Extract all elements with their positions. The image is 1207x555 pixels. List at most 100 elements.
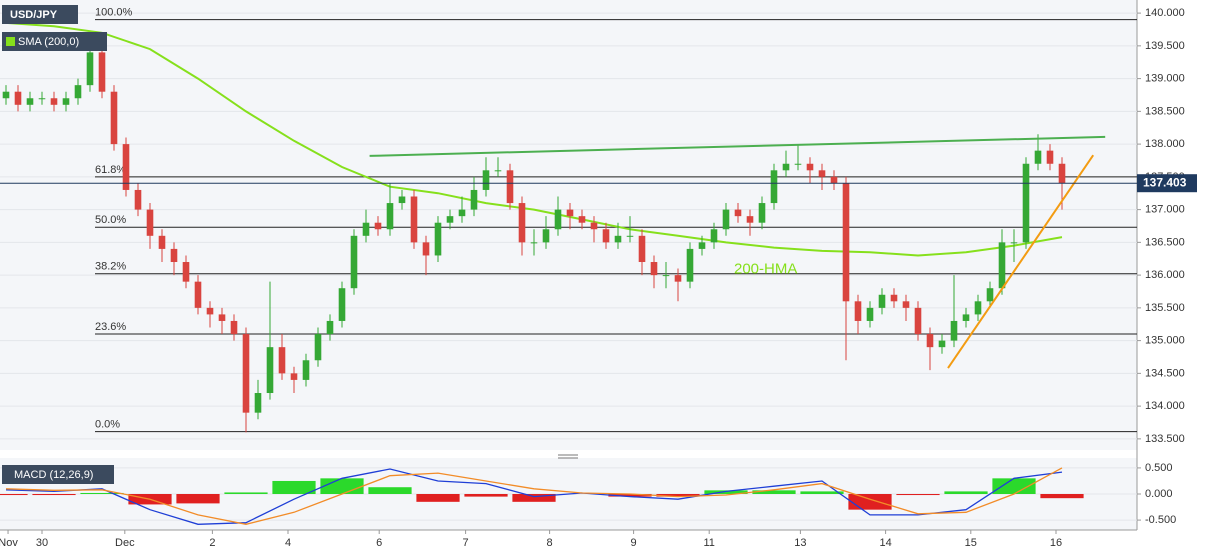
y-tick-label: 140.000: [1145, 7, 1185, 19]
sma-line: [5, 21, 1063, 257]
candle-body: [38, 98, 46, 100]
legend-box: [2, 5, 78, 24]
candle-body: [626, 235, 634, 237]
candle-body: [794, 163, 802, 165]
candle-body: [386, 203, 394, 230]
candle-body: [422, 242, 430, 256]
candle-body: [542, 229, 550, 243]
y-tick-label: 138.000: [1145, 138, 1185, 150]
candle-body: [398, 196, 406, 204]
histogram-bar: [704, 490, 748, 494]
candle-body: [74, 85, 82, 99]
histogram-bar: [848, 494, 892, 510]
histogram-bar: [752, 490, 796, 494]
y-tick-label: 136.500: [1145, 236, 1185, 248]
candle-body: [98, 52, 106, 92]
candle-body: [1034, 150, 1042, 164]
sma-annotation: 200-HMA: [734, 261, 797, 278]
symbol-title: USD/JPY: [10, 9, 58, 21]
fib-label: 0.0%: [95, 419, 120, 431]
candle-body: [602, 229, 610, 243]
legend-box: [2, 32, 107, 51]
y-tick-label: 139.500: [1145, 40, 1185, 52]
y-tick-label: 0.500: [1145, 462, 1173, 474]
candle-body: [974, 301, 982, 315]
x-tick-label: 11: [703, 537, 714, 549]
legend-box: [2, 465, 114, 484]
y-tick-label: 134.000: [1145, 400, 1185, 412]
macd-title: MACD (12,26,9): [14, 469, 93, 481]
candle-body: [362, 222, 370, 236]
candle-body: [158, 235, 166, 249]
candle-body: [710, 229, 718, 243]
histogram-bar: [224, 492, 268, 494]
x-tick-label: Nov: [0, 537, 18, 549]
y-tick-label: 138.500: [1145, 105, 1185, 117]
splitter: [558, 454, 578, 459]
candle-body: [722, 209, 730, 230]
histogram-bar: [176, 494, 220, 504]
candle-body: [578, 216, 586, 223]
y-tick-label: 134.500: [1145, 367, 1185, 379]
candle-body: [650, 262, 658, 276]
histogram-bar: [320, 478, 364, 494]
candle-body: [14, 91, 22, 105]
histogram-bar: [608, 494, 652, 497]
histogram-bar: [416, 494, 460, 502]
candle-body: [494, 170, 502, 172]
candle-body: [842, 183, 850, 302]
legend-label: SMA (200,0): [18, 36, 79, 48]
candle-body: [170, 248, 178, 263]
candle-body: [1010, 242, 1018, 244]
candle-body: [890, 294, 898, 302]
legend-swatch: [6, 37, 15, 46]
candle-body: [434, 222, 442, 256]
candle-body: [914, 307, 922, 335]
candle-body: [674, 275, 682, 282]
signal-line: [5, 467, 1063, 525]
histogram-bar: [992, 478, 1036, 494]
candle-body: [470, 189, 478, 210]
candle-body: [302, 360, 310, 380]
x-tick-label: Dec: [115, 537, 135, 549]
candle-body: [770, 170, 778, 204]
candle-body: [62, 98, 70, 105]
fib-label: 23.6%: [95, 321, 126, 333]
plot: 133.500 134.000 134.500 135.000 135.500 136.0…: [0, 7, 1197, 549]
histogram-bar: [896, 494, 940, 496]
last-price-box: [1137, 174, 1197, 193]
candle-body: [566, 209, 574, 217]
candle-body: [326, 320, 334, 335]
y-tick-label: 136.000: [1145, 269, 1185, 281]
histogram-bar: [272, 480, 316, 494]
histogram-bar: [656, 494, 700, 497]
main-panel: [0, 0, 1137, 450]
candle-body: [110, 91, 118, 145]
x-tick-label: 6: [376, 537, 382, 549]
candle-body: [458, 209, 466, 217]
candle-body: [206, 307, 214, 315]
histogram-bar: [944, 491, 988, 494]
candle-body: [1046, 150, 1054, 164]
fib-label: 100.0%: [95, 7, 133, 19]
candle-body: [830, 176, 838, 184]
legend: USD/JPY SMA (200,0) MACD (12,26,9): [2, 5, 114, 484]
candle-body: [482, 170, 490, 190]
x-tick-label: 30: [36, 537, 48, 549]
candle-body: [278, 347, 286, 374]
candle-body: [350, 235, 358, 289]
candle-body: [506, 170, 514, 204]
x-tick-label: 2: [209, 537, 215, 549]
candle-body: [26, 98, 34, 105]
histogram-bar: [1040, 494, 1084, 499]
candle-body: [314, 334, 322, 361]
candle-body: [290, 373, 298, 380]
candle-body: [818, 170, 826, 177]
candle-body: [746, 216, 754, 223]
candle-body: [338, 288, 346, 321]
candle-body: [134, 189, 142, 210]
fib-label: 61.8%: [95, 164, 126, 176]
candle-body: [194, 281, 202, 308]
y-tick-label: 139.000: [1145, 73, 1185, 85]
candle-body: [266, 347, 274, 394]
